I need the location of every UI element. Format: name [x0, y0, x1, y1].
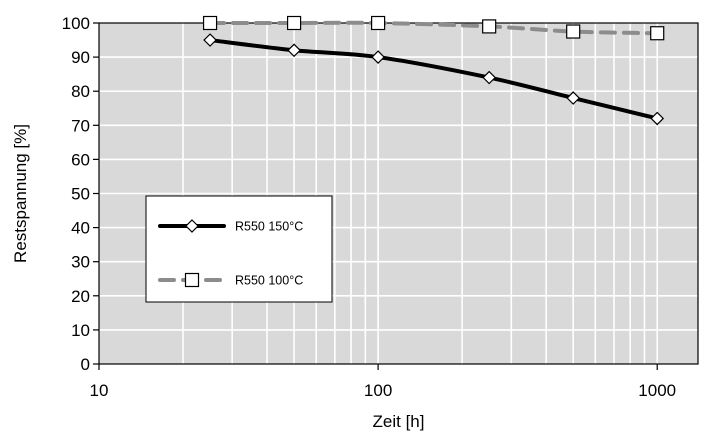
y-tick-label: 60	[71, 150, 90, 169]
y-tick-label: 100	[62, 14, 90, 33]
legend-box	[145, 195, 333, 303]
legend-label: R550 150°C	[235, 220, 303, 234]
series-group	[202, 15, 665, 126]
data-point	[566, 91, 581, 105]
series-line	[208, 20, 660, 36]
legend-marker	[185, 219, 199, 233]
y-axis-label: Restspannung [%]	[11, 124, 30, 263]
legend-item: R550 100°C	[158, 272, 303, 288]
y-tick-label: 20	[71, 287, 90, 306]
data-point	[202, 15, 218, 31]
legend-marker	[184, 272, 200, 288]
x-axis-label: Zeit [h]	[373, 412, 425, 431]
series-line	[208, 38, 660, 121]
y-tick-label: 40	[71, 219, 90, 238]
data-point	[566, 24, 581, 39]
data-point	[650, 111, 665, 126]
series-r550-150c	[203, 33, 665, 126]
data-point	[482, 70, 497, 85]
legend: R550 150°C R550 100°C	[145, 195, 333, 303]
legend-label: R550 100°C	[235, 274, 303, 288]
series-r550-100c	[202, 15, 665, 41]
data-point	[371, 15, 386, 31]
y-tick-label: 90	[71, 48, 90, 67]
legend-item: R550 150°C	[158, 219, 303, 234]
y-tick-label: 80	[71, 82, 90, 101]
y-tick-label: 50	[71, 185, 90, 204]
y-tick-label: 30	[71, 253, 90, 272]
y-tick-label: 70	[71, 116, 90, 135]
data-point	[371, 50, 385, 64]
data-point	[287, 43, 301, 58]
data-point	[203, 33, 217, 47]
data-point	[650, 26, 665, 41]
y-tick-label: 0	[81, 355, 90, 374]
x-tick-label: 10	[90, 381, 109, 400]
y-tick-label: 10	[71, 321, 90, 340]
x-tick-label: 1000	[638, 381, 676, 400]
data-point	[286, 15, 302, 31]
data-point	[482, 19, 497, 34]
x-tick-label: 100	[364, 381, 392, 400]
